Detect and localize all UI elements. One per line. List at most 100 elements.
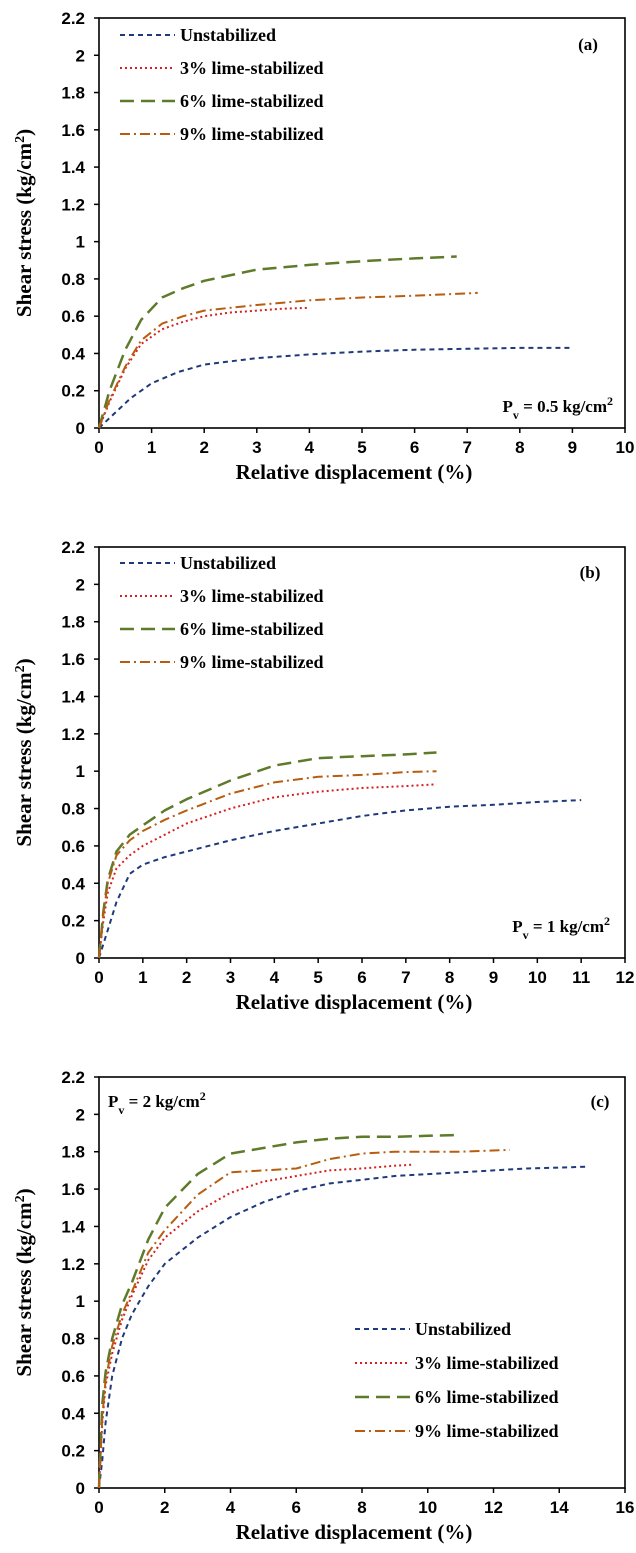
x-tick-label: 12 [616, 968, 635, 987]
legend-entry: 6% lime-stabilized [180, 91, 323, 111]
x-tick-label: 3 [252, 438, 261, 457]
x-tick-label: 2 [199, 438, 208, 457]
y-tick-label: 0.2 [61, 912, 85, 931]
series-line [98, 783, 437, 959]
y-tick-label: 2.2 [61, 1068, 85, 1087]
legend-entry: 3% lime-stabilized [180, 58, 323, 78]
legend-entry: 9% lime-stabilized [180, 124, 323, 144]
x-axis-label: Relative displacement (%) [236, 460, 473, 484]
legend-entry: Unstabilized [180, 553, 276, 573]
y-tick-label: 2.2 [61, 538, 85, 557]
x-tick-label: 7 [462, 438, 471, 457]
y-tick-label: 1.8 [61, 84, 85, 103]
series-line [98, 306, 310, 429]
y-tick-label: 0.8 [61, 1330, 85, 1349]
series-line [98, 799, 582, 959]
x-tick-label: 8 [515, 438, 524, 457]
x-tick-label: 4 [305, 438, 315, 457]
x-axis-label: Relative displacement (%) [236, 990, 473, 1014]
y-tick-label: 1.2 [61, 195, 85, 214]
y-tick-label: 0.4 [61, 874, 85, 893]
plot-frame [98, 17, 626, 429]
y-tick-label: 1.4 [61, 1217, 85, 1236]
y-tick-label: 2 [76, 1105, 85, 1124]
y-axis-label: Shear stress (kg/cm2) [12, 129, 36, 317]
x-tick-label: 11 [572, 968, 590, 987]
x-tick-label: 14 [550, 1498, 569, 1517]
x-tick-label: 12 [484, 1498, 503, 1517]
y-tick-label: 0.8 [61, 270, 85, 289]
x-tick-label: 9 [568, 438, 577, 457]
chart-panel: 00.20.40.60.811.21.41.61.822.20 1 2 3 4 5 6 7 8 9… [12, 538, 634, 1014]
panel-tag: (b) [580, 563, 601, 582]
x-tick-label: 5 [313, 968, 322, 987]
x-tick-label: 8 [357, 1498, 366, 1517]
y-tick-label: 0.4 [61, 1404, 85, 1423]
y-tick-label: 0.8 [61, 800, 85, 819]
x-tick-label: 5 [357, 438, 366, 457]
x-tick-label: 2 [182, 968, 191, 987]
legend-entry: 3% lime-stabilized [180, 586, 323, 606]
x-tick-label: 16 [616, 1498, 635, 1517]
legend-entry: 6% lime-stabilized [415, 1387, 558, 1407]
y-tick-label: 0.6 [61, 307, 85, 326]
series-line [98, 346, 573, 429]
x-tick-label: 4 [270, 968, 280, 987]
x-axis-label: Relative displacement (%) [236, 1520, 473, 1544]
y-tick-label: 1.8 [61, 1143, 85, 1162]
y-tick-label: 2 [76, 575, 85, 594]
y-tick-label: 1.2 [61, 725, 85, 744]
y-tick-label: 1.4 [61, 158, 85, 177]
y-axis-label: Shear stress (kg/cm2) [12, 1188, 36, 1376]
y-tick-label: 1.6 [61, 650, 85, 669]
pressure-annotation: Pv = 2 kg/cm2 [108, 1089, 206, 1117]
series-line [98, 770, 437, 959]
pressure-annotation: Pv = 0.5 kg/cm2 [503, 394, 613, 422]
series-line [97, 1133, 461, 1489]
x-tick-label: 7 [401, 968, 410, 987]
pressure-annotation: Pv = 1 kg/cm2 [512, 914, 610, 942]
x-tick-label: 8 [445, 968, 454, 987]
legend-entry: 6% lime-stabilized [180, 619, 323, 639]
y-tick-label: 1.6 [61, 1180, 85, 1199]
plot-frame [98, 546, 626, 959]
y-tick-label: 1.6 [61, 121, 85, 140]
y-tick-label: 0 [76, 949, 85, 968]
x-tick-label: 10 [616, 438, 635, 457]
y-tick-label: 1.2 [61, 1255, 85, 1274]
y-tick-label: 1.8 [61, 613, 85, 632]
series-line [98, 291, 478, 429]
x-tick-label: 1 [147, 438, 156, 457]
x-tick-label: 6 [292, 1498, 301, 1517]
y-tick-label: 2 [76, 46, 85, 65]
series-line [97, 255, 457, 429]
legend-entry: Unstabilized [415, 1319, 511, 1339]
y-tick-label: 0.2 [61, 1442, 85, 1461]
panel-tag: (a) [578, 35, 598, 54]
y-axis-label: Shear stress (kg/cm2) [12, 658, 36, 846]
panel-tag: (c) [591, 1092, 610, 1111]
x-tick-label: 6 [410, 438, 419, 457]
legend-entry: 9% lime-stabilized [415, 1421, 558, 1441]
y-tick-label: 1 [76, 762, 85, 781]
y-tick-label: 0 [76, 419, 85, 438]
y-tick-label: 2.2 [61, 9, 85, 28]
y-tick-label: 0 [76, 1479, 85, 1498]
legend-entry: 3% lime-stabilized [415, 1353, 558, 1373]
x-tick-label: 10 [418, 1498, 437, 1517]
x-tick-label: 4 [226, 1498, 236, 1517]
x-tick-label: 6 [357, 968, 366, 987]
x-tick-label: 10 [528, 968, 547, 987]
y-tick-label: 1 [76, 1292, 85, 1311]
x-tick-label: 0 [94, 1498, 103, 1517]
y-tick-label: 0.2 [61, 382, 85, 401]
legend: Unstabilized 3% lime-stabilized 6% lime-st… [120, 553, 323, 672]
series-line [98, 1163, 412, 1489]
y-tick-label: 1.4 [61, 687, 85, 706]
chart-panel: 0 0.2 0.4 0.6 0.8 1 1.2 1.4 1.6 1.8 2 2.2 0 2 4 6 8 10 12 1… [12, 1068, 634, 1544]
x-tick-label: 3 [226, 968, 235, 987]
series-line [98, 1165, 586, 1489]
x-tick-label: 0 [94, 438, 103, 457]
x-tick-label: 0 [94, 968, 103, 987]
